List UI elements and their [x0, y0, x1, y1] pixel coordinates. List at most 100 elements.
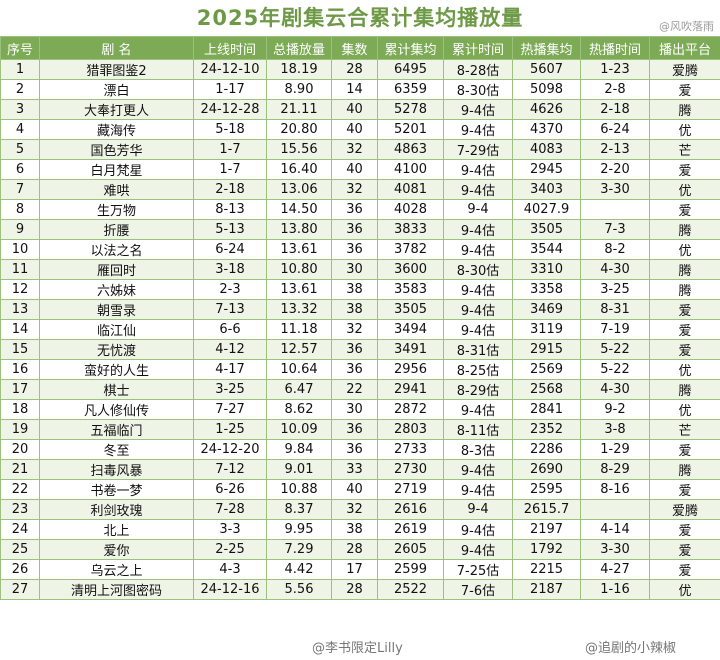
cell-platform: 爱 — [649, 539, 720, 560]
cell-platform: 腾 — [649, 99, 720, 120]
cell-episodes: 40 — [331, 119, 378, 140]
cell-cumulative-time: 9-4 — [443, 499, 513, 520]
cell-hot-time: 6-24 — [580, 119, 650, 140]
cell-total-views: 10.09 — [266, 419, 332, 440]
cell-release-date: 4-17 — [193, 359, 267, 380]
table-row: 8 生万物 8-13 14.50 36 4028 9-4 4027.9 爱 — [0, 199, 720, 220]
header-index: 序号 — [0, 36, 40, 60]
cell-index: 6 — [0, 159, 40, 180]
cell-index: 21 — [0, 459, 40, 480]
cell-total-views: 10.88 — [266, 479, 332, 500]
cell-index: 11 — [0, 259, 40, 280]
cell-hot-time: 1-29 — [580, 439, 650, 460]
table-row: 18 凡人修仙传 7-27 8.62 30 2872 9-4估 2841 9-2 优 — [0, 399, 720, 420]
cell-hot-avg: 2197 — [512, 519, 581, 540]
cell-cumulative-time: 8-29估 — [443, 379, 513, 400]
cell-index: 16 — [0, 359, 40, 380]
cell-cumulative-time: 9-4估 — [443, 479, 513, 500]
cell-drama-name: 临江仙 — [39, 319, 194, 340]
table-row: 4 藏海传 5-18 20.80 40 5201 9-4估 4370 6-24 优 — [0, 119, 720, 140]
cell-total-views: 14.50 — [266, 199, 332, 220]
table-row: 13 朝雪录 7-13 13.32 38 3505 9-4估 3469 8-31 爱 — [0, 299, 720, 320]
cell-index: 27 — [0, 579, 40, 600]
cell-cumulative-avg: 4863 — [377, 139, 444, 160]
cell-release-date: 8-13 — [193, 199, 267, 220]
cell-total-views: 13.32 — [266, 299, 332, 320]
cell-platform: 优 — [649, 399, 720, 420]
cell-cumulative-time: 9-4估 — [443, 279, 513, 300]
table-row: 11 雁回时 3-18 10.80 30 3600 8-30估 3310 4-30 腾 — [0, 259, 720, 280]
cell-hot-time: 4-30 — [580, 259, 650, 280]
cell-episodes: 30 — [331, 259, 378, 280]
cell-index: 18 — [0, 399, 40, 420]
cell-platform: 优 — [649, 359, 720, 380]
page-title: 2025年剧集云合累计集均播放量 — [196, 6, 524, 30]
cell-release-date: 1-7 — [193, 159, 267, 180]
cell-episodes: 38 — [331, 299, 378, 320]
cell-episodes: 32 — [331, 179, 378, 200]
cell-episodes: 40 — [331, 479, 378, 500]
cell-release-date: 4-3 — [193, 559, 267, 580]
cell-total-views: 10.64 — [266, 359, 332, 380]
cell-total-views: 8.37 — [266, 499, 332, 520]
cell-hot-time — [580, 499, 650, 520]
cell-platform: 爱 — [649, 299, 720, 320]
table-row: 3 大奉打更人 24-12-28 21.11 40 5278 9-4估 4626 2-18 腾 — [0, 99, 720, 120]
cell-release-date: 2-18 — [193, 179, 267, 200]
cell-cumulative-avg: 4028 — [377, 199, 444, 220]
cell-hot-avg: 4626 — [512, 99, 581, 120]
cell-hot-avg: 4083 — [512, 139, 581, 160]
cell-drama-name: 爱你 — [39, 539, 194, 560]
cell-cumulative-avg: 2616 — [377, 499, 444, 520]
cell-episodes: 33 — [331, 459, 378, 480]
cell-platform: 爱 — [649, 439, 720, 460]
cell-hot-time: 8-31 — [580, 299, 650, 320]
cell-index: 10 — [0, 239, 40, 260]
cell-episodes: 36 — [331, 439, 378, 460]
cell-cumulative-avg: 2733 — [377, 439, 444, 460]
cell-episodes: 32 — [331, 139, 378, 160]
cell-hot-avg: 2187 — [512, 579, 581, 600]
cell-cumulative-time: 8-11估 — [443, 419, 513, 440]
cell-drama-name: 六姊妹 — [39, 279, 194, 300]
cell-cumulative-avg: 3833 — [377, 219, 444, 240]
cell-platform: 优 — [649, 239, 720, 260]
cell-cumulative-time: 7-25估 — [443, 559, 513, 580]
cell-drama-name: 猎罪图鉴2 — [39, 59, 194, 80]
cell-episodes: 36 — [331, 239, 378, 260]
cell-hot-avg: 2568 — [512, 379, 581, 400]
cell-cumulative-avg: 2956 — [377, 359, 444, 380]
cell-hot-avg: 1792 — [512, 539, 581, 560]
cell-cumulative-avg: 4100 — [377, 159, 444, 180]
header-cumulative-time: 累计时间 — [443, 36, 513, 60]
cell-hot-avg: 2841 — [512, 399, 581, 420]
cell-platform: 爱 — [649, 559, 720, 580]
cell-cumulative-avg: 3782 — [377, 239, 444, 260]
table-row: 14 临江仙 6-6 11.18 32 3494 9-4估 3119 7-19 爱 — [0, 319, 720, 340]
cell-total-views: 10.80 — [266, 259, 332, 280]
cell-release-date: 2-25 — [193, 539, 267, 560]
cell-index: 22 — [0, 479, 40, 500]
cell-release-date: 6-6 — [193, 319, 267, 340]
cell-hot-time: 1-23 — [580, 59, 650, 80]
cell-cumulative-time: 9-4估 — [443, 399, 513, 420]
cell-index: 9 — [0, 219, 40, 240]
cell-cumulative-avg: 2522 — [377, 579, 444, 600]
cell-cumulative-time: 9-4估 — [443, 539, 513, 560]
cell-release-date: 7-13 — [193, 299, 267, 320]
cell-drama-name: 北上 — [39, 519, 194, 540]
table-row: 6 白月梵星 1-7 16.40 40 4100 9-4估 2945 2-20 爱 — [0, 159, 720, 180]
cell-index: 19 — [0, 419, 40, 440]
watermark: @风吹落雨 — [659, 20, 714, 33]
cell-drama-name: 雁回时 — [39, 259, 194, 280]
table-row: 15 无忧渡 4-12 12.57 36 3491 8-31估 2915 5-22 爱 — [0, 339, 720, 360]
cell-drama-name: 无忧渡 — [39, 339, 194, 360]
cell-hot-avg: 2286 — [512, 439, 581, 460]
cell-hot-avg: 3544 — [512, 239, 581, 260]
cell-total-views: 11.18 — [266, 319, 332, 340]
cell-platform: 爱 — [649, 319, 720, 340]
cell-drama-name: 以法之名 — [39, 239, 194, 260]
cell-drama-name: 蛮好的人生 — [39, 359, 194, 380]
cell-total-views: 7.29 — [266, 539, 332, 560]
cell-platform: 爱 — [649, 479, 720, 500]
